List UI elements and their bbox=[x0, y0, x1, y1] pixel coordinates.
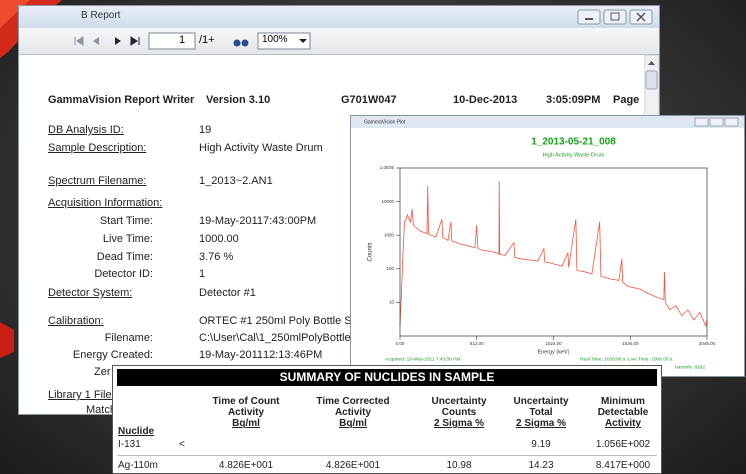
table-cell: Ag-110m bbox=[118, 460, 158, 471]
x-tick-label: 1024.00 bbox=[545, 341, 562, 346]
window-title: GammaVision Plot bbox=[364, 119, 406, 125]
window-buttons bbox=[577, 9, 655, 25]
title-bar: B Report bbox=[19, 6, 659, 29]
x-tick-label: 2048.00 bbox=[699, 341, 716, 346]
page-count: /1+ bbox=[199, 34, 215, 46]
scroll-thumb[interactable] bbox=[646, 71, 657, 89]
screen: B Report 1 /1+ 100% GammaVision bbox=[0, 0, 746, 474]
red-edge bbox=[0, 322, 14, 358]
table-cell: 4.826E+001 bbox=[303, 460, 403, 471]
field-value: 19 bbox=[199, 124, 211, 136]
report-header: 3:05:09PM bbox=[546, 94, 600, 106]
window-title: B Report bbox=[81, 10, 120, 21]
field-label: Library 1 File: bbox=[48, 389, 115, 401]
report-header: G701W047 bbox=[341, 94, 397, 106]
field-label: Acquisition Information: bbox=[48, 197, 162, 209]
field-label: Live Time: bbox=[33, 233, 153, 245]
column-header: Activity bbox=[303, 407, 403, 418]
y-tick-label: 100 bbox=[386, 266, 394, 271]
y-tick-label: 10 bbox=[389, 300, 395, 305]
plot-footer: Acquired: 19-May-2011 7:43:00 PM bbox=[385, 356, 460, 362]
find-icon[interactable] bbox=[234, 40, 241, 47]
table-title: SUMMARY OF NUCLIDES IN SAMPLE bbox=[117, 369, 657, 386]
row-divider bbox=[117, 455, 657, 456]
minimize-button[interactable] bbox=[578, 10, 600, 24]
field-label: Dead Time: bbox=[33, 251, 153, 263]
y-tick-label: 1.0E05 bbox=[380, 165, 395, 170]
plot-window: GammaVision Plot 1_2013-05-21_008 High Act… bbox=[350, 115, 745, 377]
field-label: Calibration: bbox=[48, 315, 104, 327]
table-cell: 8.417E+000 bbox=[573, 460, 673, 471]
plot-footer: hannels: 8192 bbox=[675, 364, 705, 370]
toolbar: 1 /1+ 100% bbox=[19, 28, 659, 55]
report-header: 10-Dec-2013 bbox=[453, 94, 517, 106]
column-header: Nuclide bbox=[118, 426, 154, 437]
x-tick-label: 0.00 bbox=[396, 341, 405, 346]
field-value: C:\User\Cal\1_250mlPolyBottle_ bbox=[199, 332, 357, 344]
column-header: Detectable bbox=[573, 407, 673, 418]
report-header: GammaVision Report Writer bbox=[48, 94, 194, 106]
y-tick-label: 1000 bbox=[384, 232, 395, 237]
column-header: Activity bbox=[573, 418, 673, 429]
field-label: Detector System: bbox=[48, 287, 132, 299]
table-cell: 4.826E+001 bbox=[196, 460, 296, 471]
field-time: 12:13:46PM bbox=[263, 349, 322, 361]
plot-footer: Real Time: 1039.08 s. Live Time: 1000.00… bbox=[580, 356, 674, 362]
field-label: Detector ID: bbox=[33, 268, 153, 280]
field-label: Zer bbox=[94, 366, 111, 378]
chart-subtitle: High Activity Waste Drum bbox=[543, 152, 605, 158]
field-label: Energy Created: bbox=[33, 349, 153, 361]
find-icon bbox=[242, 40, 249, 47]
plot: GammaVision Plot 1_2013-05-21_008 High Act… bbox=[350, 115, 745, 377]
field-value: 19-May-2011 bbox=[199, 349, 263, 361]
x-tick-label: 512.00 bbox=[470, 341, 484, 346]
summary-table: SUMMARY OF NUCLIDES IN SAMPLE Nuclide Tim… bbox=[112, 365, 662, 474]
column-header: Bq/ml bbox=[303, 418, 403, 429]
field-label: DB Analysis ID: bbox=[48, 124, 124, 136]
title-bar bbox=[351, 116, 744, 128]
window-button[interactable] bbox=[725, 118, 738, 126]
field-value: 3.76 % bbox=[199, 251, 233, 263]
icon bbox=[585, 18, 593, 20]
y-tick-label: 10000 bbox=[381, 199, 394, 204]
table-cell: I-131 bbox=[118, 439, 141, 450]
field-time: 7:43:00PM bbox=[263, 215, 316, 227]
column-header: Minimum bbox=[573, 396, 673, 407]
field-value: Detector #1 bbox=[199, 287, 256, 299]
last-page[interactable] bbox=[131, 37, 139, 45]
next-page[interactable] bbox=[115, 37, 121, 45]
field-value: 19-May-2011 bbox=[199, 215, 263, 227]
field-label: Spectrum Filename: bbox=[48, 175, 146, 187]
column-header: Time Corrected bbox=[303, 396, 403, 407]
field-value: High Activity Waste Drum bbox=[199, 142, 323, 154]
table-cell: < bbox=[179, 439, 185, 450]
y-axis-label: Counts bbox=[368, 242, 374, 261]
window-button[interactable] bbox=[710, 118, 723, 126]
maximize-button[interactable] bbox=[604, 10, 626, 24]
field-value: 1 bbox=[199, 268, 205, 280]
prev-page[interactable] bbox=[93, 37, 99, 45]
column-header: Time of Count bbox=[196, 396, 296, 407]
field-label: Filename: bbox=[33, 332, 153, 344]
report-header: Version 3.10 bbox=[206, 94, 270, 106]
first-page[interactable] bbox=[75, 37, 83, 45]
field-value: 1000.00 bbox=[199, 233, 239, 245]
page-input[interactable] bbox=[149, 33, 195, 49]
table-cell: 1.056E+002 bbox=[573, 439, 673, 450]
field-label: Sample Description: bbox=[48, 142, 146, 154]
field-value: 1_2013~2.AN1 bbox=[199, 175, 273, 187]
report-header: Page bbox=[613, 94, 639, 106]
x-tick-label: 1536.00 bbox=[622, 341, 639, 346]
field-label: Start Time: bbox=[33, 215, 153, 227]
column-header: Activity bbox=[196, 407, 296, 418]
window-button[interactable] bbox=[695, 118, 708, 126]
x-axis-label: Energy (keV) bbox=[537, 349, 569, 355]
field-value: ORTEC #1 250ml Poly Bottle Sh bbox=[199, 315, 358, 327]
column-header: Bq/ml bbox=[196, 418, 296, 429]
chart-title: 1_2013-05-21_008 bbox=[531, 137, 616, 148]
zoom-value: 100% bbox=[262, 34, 288, 45]
page-number: 1 bbox=[179, 34, 185, 46]
